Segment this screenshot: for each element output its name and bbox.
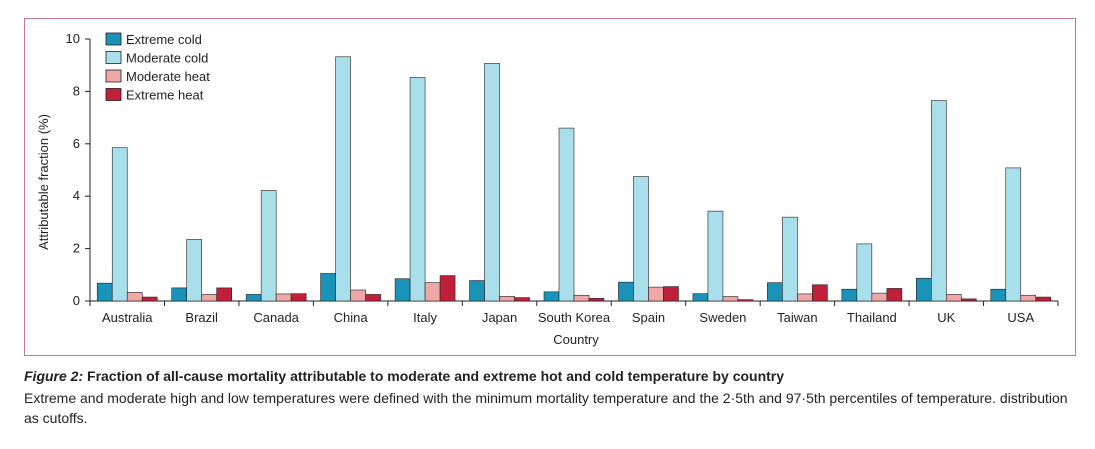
x-tick-label-japan: Japan — [482, 310, 517, 325]
bar-extreme-cold-italy — [394, 278, 411, 302]
bar-moderate-heat-spain — [648, 286, 664, 302]
bar-extreme-cold-uk — [916, 277, 932, 302]
bar-extreme-heat-spain — [663, 286, 679, 302]
bar-moderate-heat-south-korea — [573, 294, 590, 302]
figure-caption-title: Figure 2: Fraction of all-cause mortalit… — [24, 366, 1074, 386]
bar-moderate-cold-sweden — [707, 210, 724, 302]
x-tick-label-canada: Canada — [253, 310, 299, 325]
bar-extreme-heat-italy — [439, 275, 456, 302]
x-tick-label-sweden: Sweden — [699, 310, 746, 325]
y-tick-label: 2 — [73, 241, 80, 256]
y-tick-label: 6 — [73, 136, 80, 151]
bar-moderate-heat-taiwan — [797, 293, 813, 302]
legend: Extreme cold Moderate cold Moderate heat Ex… — [105, 32, 210, 103]
legend-label-moderate-heat: Moderate heat — [126, 69, 210, 84]
x-axis-label: Country — [553, 332, 599, 347]
bar-moderate-heat-japan — [499, 295, 515, 302]
figure-title: Fraction of all-cause mortality attribut… — [87, 368, 785, 384]
x-tick-label-thailand: Thailand — [847, 310, 897, 325]
legend-swatch-moderate-cold — [105, 51, 122, 64]
bar-extreme-cold-china — [320, 273, 336, 302]
x-tick-label-china: China — [334, 310, 369, 325]
bar-extreme-heat-australia — [141, 296, 158, 302]
bar-extreme-cold-thailand — [841, 288, 858, 302]
bar-moderate-cold-china — [335, 56, 351, 302]
y-tick-label: 4 — [73, 188, 80, 203]
bar-extreme-heat-usa — [1035, 296, 1052, 302]
legend-label-extreme-heat: Extreme heat — [126, 88, 204, 103]
x-tick-label-south-korea: South Korea — [538, 310, 611, 325]
bar-extreme-cold-australia — [96, 282, 113, 302]
bar-extreme-heat-south-korea — [588, 298, 605, 302]
figure-label: Figure 2: — [24, 368, 84, 384]
y-tick-label: 0 — [73, 293, 80, 308]
bar-moderate-cold-australia — [111, 147, 128, 302]
bar-moderate-heat-italy — [424, 282, 441, 302]
y-axis: 0 2 4 6 8 10 — [66, 31, 91, 308]
bar-extreme-cold-sweden — [692, 293, 709, 302]
bar-extreme-heat-taiwan — [812, 284, 828, 302]
bar-moderate-cold-south-korea — [558, 127, 575, 302]
x-tick-label-spain: Spain — [632, 310, 665, 325]
y-axis-label: Attributable fraction (%) — [36, 114, 51, 250]
bar-extreme-heat-sweden — [737, 299, 754, 302]
bar-moderate-cold-thailand — [856, 243, 873, 302]
legend-swatch-moderate-heat — [105, 69, 122, 83]
x-tick-label-taiwan: Taiwan — [777, 310, 817, 325]
bar-moderate-heat-sweden — [722, 296, 739, 302]
bar-extreme-heat-canada — [290, 293, 307, 302]
bar-moderate-heat-canada — [275, 293, 292, 302]
bar-extreme-cold-japan — [469, 280, 485, 302]
x-tick-label-usa: USA — [1007, 310, 1034, 325]
y-tick-label: 10 — [66, 31, 80, 46]
bar-moderate-cold-spain — [633, 176, 649, 302]
bar-extreme-cold-canada — [245, 294, 262, 302]
bar-extreme-cold-usa — [990, 288, 1007, 302]
x-tick-label-australia: Australia — [102, 310, 153, 325]
x-axis: Australia Brazil Canada China Italy Japan Sout… — [89, 300, 1059, 325]
bar-moderate-heat-usa — [1020, 294, 1037, 302]
bar-moderate-heat-uk — [946, 294, 962, 302]
x-tick-label-italy: Italy — [413, 310, 437, 325]
bar-extreme-cold-brazil — [171, 287, 187, 302]
bar-moderate-cold-canada — [260, 190, 277, 302]
bar-moderate-heat-china — [350, 289, 366, 302]
bar-extreme-cold-taiwan — [767, 282, 783, 302]
bar-extreme-heat-brazil — [216, 287, 232, 302]
bar-extreme-heat-thailand — [886, 288, 903, 302]
bar-extreme-cold-spain — [618, 281, 634, 302]
bar-moderate-cold-uk — [931, 100, 947, 302]
bar-moderate-cold-italy — [409, 77, 426, 302]
bar-moderate-heat-brazil — [201, 294, 217, 302]
bar-extreme-heat-uk — [961, 298, 977, 302]
legend-label-moderate-cold: Moderate cold — [126, 51, 208, 66]
bar-moderate-heat-australia — [126, 292, 143, 302]
bar-extreme-cold-south-korea — [543, 291, 560, 302]
bar-moderate-heat-thailand — [871, 292, 888, 302]
bar-chart: 0 2 4 6 8 10 Australia Brazil Canada China Italy J… — [36, 31, 1059, 347]
bar-extreme-heat-japan — [514, 297, 530, 302]
legend-swatch-extreme-cold — [105, 32, 122, 46]
bar-moderate-cold-japan — [484, 63, 500, 302]
figure-frame — [24, 18, 1076, 356]
legend-swatch-extreme-heat — [105, 88, 122, 101]
bar-moderate-cold-usa — [1005, 167, 1022, 302]
y-tick-label: 8 — [73, 83, 80, 98]
legend-label-extreme-cold: Extreme cold — [126, 32, 202, 47]
figure-caption-body: Extreme and moderate high and low temper… — [24, 390, 1068, 426]
x-tick-label-uk: UK — [937, 310, 955, 325]
bar-moderate-cold-taiwan — [782, 216, 798, 302]
bar-extreme-heat-china — [365, 294, 381, 302]
bars — [96, 56, 1052, 302]
bar-moderate-cold-brazil — [186, 239, 202, 302]
x-tick-label-brazil: Brazil — [185, 310, 218, 325]
